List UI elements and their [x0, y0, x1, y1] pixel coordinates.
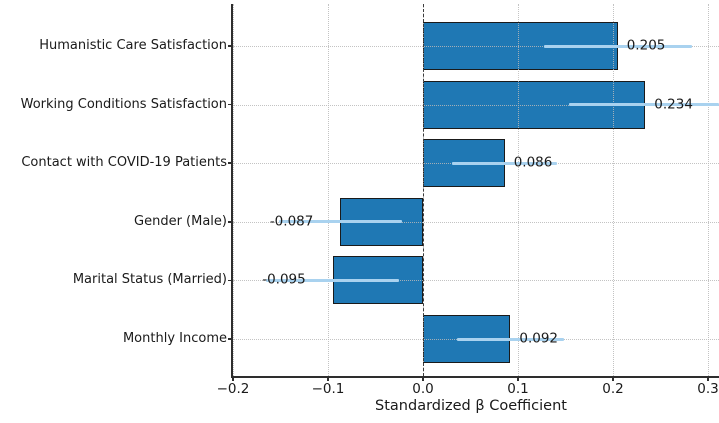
- error-bar: [278, 220, 403, 224]
- y-tick-mark: [227, 103, 233, 106]
- y-tick-mark: [227, 45, 233, 47]
- x-tick-mark: [517, 376, 519, 381]
- error-bar: [452, 161, 557, 165]
- error-bar: [266, 278, 400, 282]
- x-tick-mark: [232, 376, 234, 381]
- y-tick-mark: [227, 221, 233, 223]
- x-tick-label: −0.1: [311, 381, 345, 397]
- y-tick-mark: [227, 338, 233, 340]
- axis-spine-bottom: [231, 376, 719, 378]
- grid-line-v: [612, 4, 614, 376]
- zero-line: [422, 4, 424, 376]
- grid-line-v: [707, 4, 709, 376]
- category-label: Working Conditions Satisfaction: [20, 96, 227, 112]
- grid-line-h: [233, 104, 719, 106]
- value-label: 0.086: [513, 154, 553, 171]
- category-label: Gender (Male): [134, 214, 227, 229]
- x-tick-mark: [612, 376, 614, 381]
- error-bar: [569, 103, 719, 107]
- x-tick-mark: [422, 376, 424, 381]
- value-label: 0.092: [519, 330, 559, 347]
- x-tick-mark: [327, 376, 329, 381]
- x-tick-label: 0.1: [507, 381, 529, 397]
- x-tick-label: 0.3: [697, 381, 719, 397]
- error-bar: [543, 44, 692, 48]
- value-label: 0.205: [626, 37, 666, 54]
- x-axis-title: Standardized β Coefficient: [375, 398, 567, 414]
- category-label: Monthly Income: [122, 331, 227, 347]
- x-tick-label: −0.2: [216, 381, 250, 397]
- category-label: Humanistic Care Satisfaction: [39, 38, 227, 54]
- value-label: -0.087: [269, 213, 314, 230]
- x-tick-label: 0.2: [602, 381, 624, 397]
- grid-line-h: [233, 221, 719, 223]
- value-label: -0.095: [262, 271, 306, 288]
- axis-spine-left: [231, 4, 233, 378]
- grid-line-v: [517, 4, 519, 376]
- grid-line-h: [233, 280, 719, 282]
- x-tick-mark: [707, 376, 709, 381]
- y-tick-mark: [227, 279, 233, 282]
- y-tick-mark: [227, 162, 233, 164]
- error-bar: [457, 337, 564, 341]
- grid-line-h: [233, 46, 719, 47]
- category-label: Contact with COVID-19 Patients: [21, 155, 227, 171]
- grid-line-v: [327, 4, 329, 376]
- x-tick-label: 0.0: [412, 381, 434, 397]
- category-label: Marital Status (Married): [72, 272, 227, 288]
- grid-line-v: [233, 4, 234, 376]
- value-label: 0.234: [654, 95, 693, 112]
